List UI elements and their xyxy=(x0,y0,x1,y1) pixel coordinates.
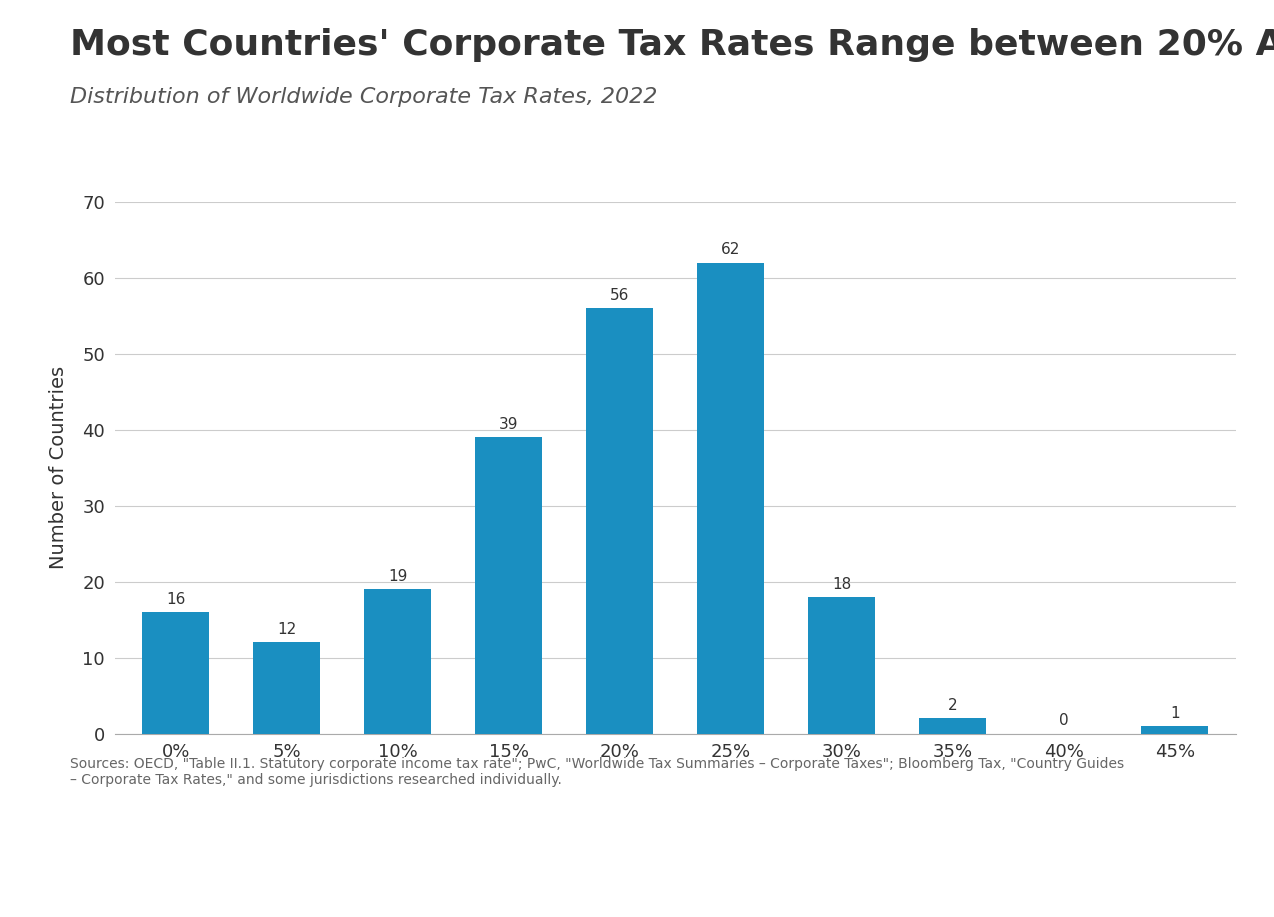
Text: @TaxFoundation: @TaxFoundation xyxy=(1082,870,1242,889)
Text: 2: 2 xyxy=(948,698,958,713)
Text: 62: 62 xyxy=(721,242,740,257)
Text: Most Countries' Corporate Tax Rates Range between 20% And 30%: Most Countries' Corporate Tax Rates Rang… xyxy=(70,28,1274,61)
Text: 1: 1 xyxy=(1170,706,1180,721)
Text: Sources: OECD, "Table II.1. Statutory corporate income tax rate"; PwC, "Worldwid: Sources: OECD, "Table II.1. Statutory co… xyxy=(70,757,1124,787)
Bar xyxy=(254,643,320,734)
Text: Distribution of Worldwide Corporate Tax Rates, 2022: Distribution of Worldwide Corporate Tax … xyxy=(70,87,657,107)
Text: 18: 18 xyxy=(832,577,851,591)
Bar xyxy=(809,597,875,734)
Bar xyxy=(475,437,541,734)
Text: 56: 56 xyxy=(610,288,629,303)
Text: TAX FOUNDATION: TAX FOUNDATION xyxy=(32,870,225,889)
Text: 16: 16 xyxy=(166,591,186,607)
Y-axis label: Number of Countries: Number of Countries xyxy=(50,366,69,569)
Bar xyxy=(364,590,431,734)
Text: 19: 19 xyxy=(389,569,408,584)
Text: 39: 39 xyxy=(499,417,519,432)
Bar xyxy=(920,718,986,734)
Bar xyxy=(697,262,764,734)
Text: 12: 12 xyxy=(276,622,297,637)
Bar xyxy=(143,612,209,734)
Bar xyxy=(586,308,654,734)
Text: 0: 0 xyxy=(1059,713,1069,727)
Bar xyxy=(1142,726,1208,734)
